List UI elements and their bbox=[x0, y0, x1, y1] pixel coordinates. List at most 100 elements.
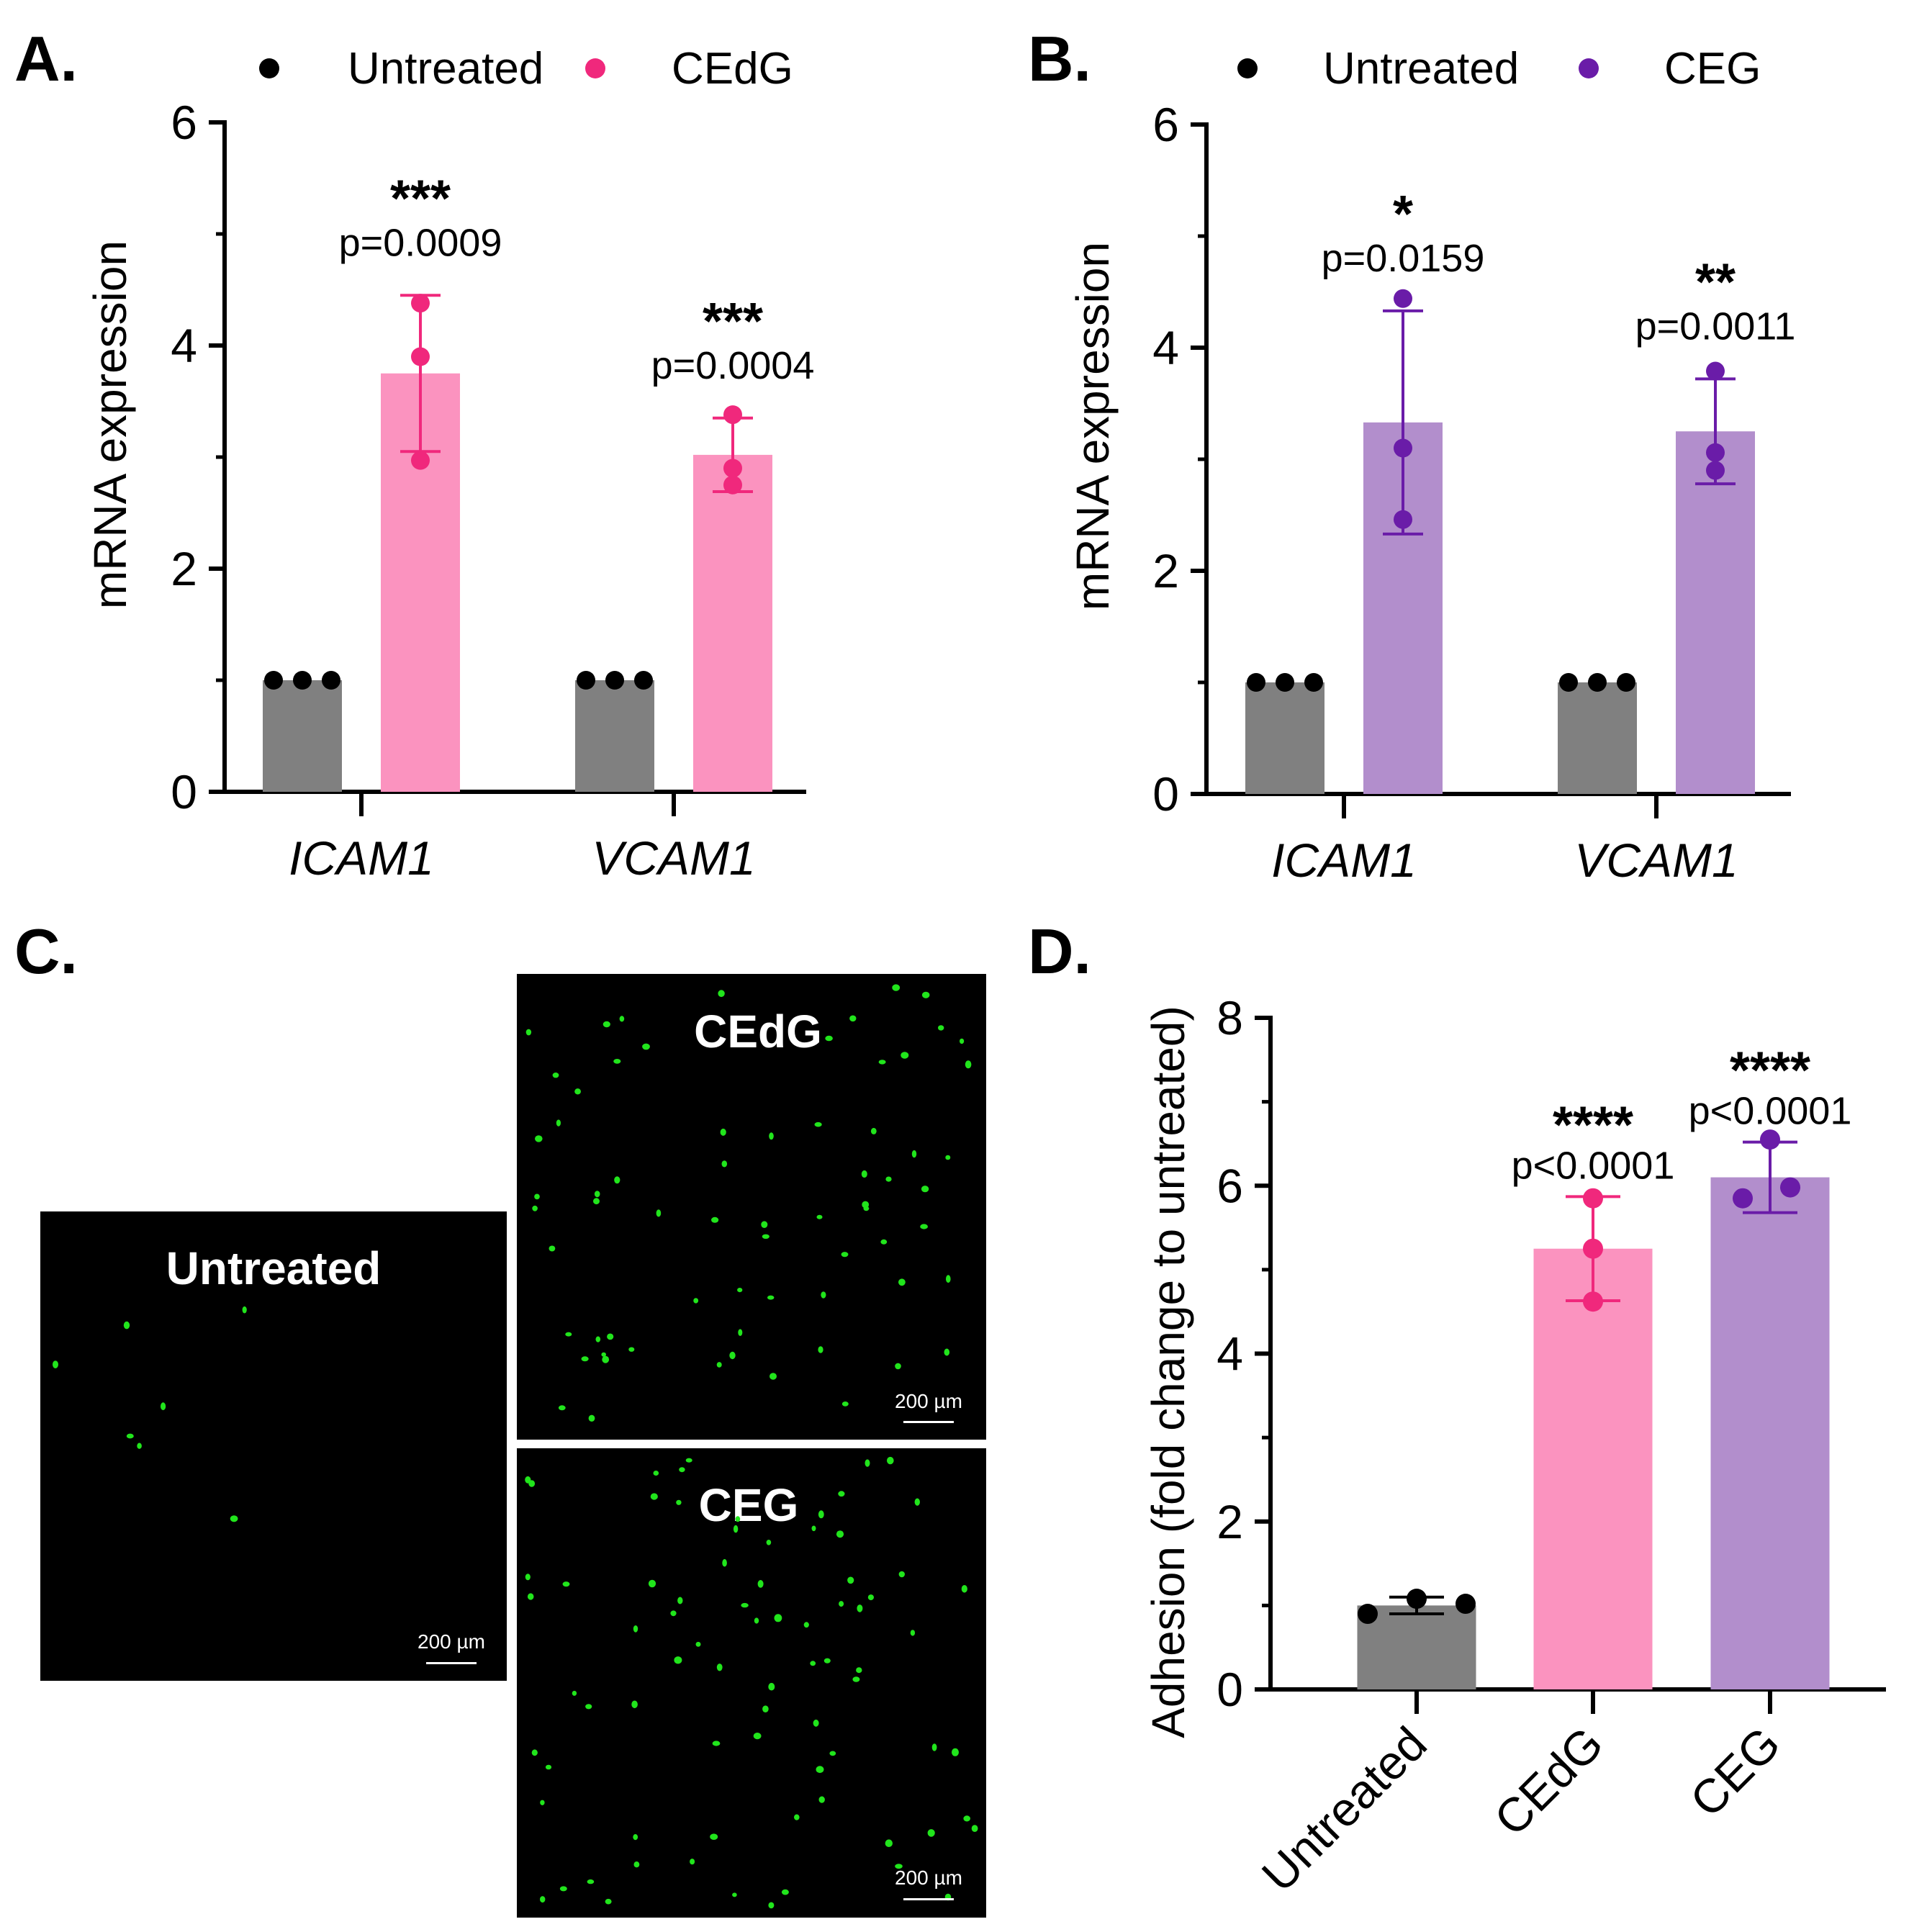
micrograph-ceg-cell bbox=[650, 1493, 658, 1500]
micrograph-cedg-cell bbox=[862, 1201, 870, 1209]
micrograph-ceg-cell bbox=[741, 1602, 749, 1608]
panel-b-data-point bbox=[1706, 443, 1725, 462]
panel-d-label: D. bbox=[1028, 916, 1091, 987]
legend-a-untreated-marker bbox=[259, 58, 279, 78]
panel-d-y-tick-label: 4 bbox=[1217, 1327, 1243, 1381]
micrograph-cedg-cell bbox=[549, 1245, 556, 1252]
micrograph-ceg-cell bbox=[910, 1630, 916, 1636]
micrograph-cedg-cell bbox=[552, 1073, 559, 1078]
micrograph-ceg-cell bbox=[527, 1593, 534, 1600]
micrograph-ceg-cell bbox=[753, 1733, 762, 1740]
micrograph-ceg-cell bbox=[631, 1700, 638, 1709]
micrograph-untreated-title: Untreated bbox=[166, 1242, 382, 1294]
micrograph-ceg-cell bbox=[757, 1580, 764, 1588]
micrograph-ceg-cell bbox=[952, 1748, 959, 1756]
panel-a-p-value: p=0.0004 bbox=[651, 344, 815, 387]
micrograph-ceg-cell bbox=[895, 1864, 903, 1869]
legend-b-untreated-label: Untreated bbox=[1323, 44, 1519, 94]
micrograph-ceg-cell bbox=[679, 1467, 685, 1473]
micrograph-ceg-cell bbox=[885, 1839, 893, 1847]
panel-d-p-value: p<0.0001 bbox=[1689, 1090, 1852, 1133]
panel-a-data-point bbox=[293, 671, 312, 690]
panel-b-y-tick-label: 6 bbox=[1152, 98, 1179, 151]
micrograph-cedg-cell bbox=[818, 1346, 823, 1353]
micrograph-untreated-cell bbox=[161, 1402, 166, 1411]
micrograph-cedg-cell bbox=[581, 1356, 589, 1362]
panel-d-bar-cedg bbox=[1533, 1248, 1653, 1689]
micrograph-ceg-cell bbox=[562, 1581, 570, 1587]
micrograph-ceg-cell bbox=[716, 1664, 723, 1671]
micrograph-ceg-cell bbox=[810, 1661, 816, 1666]
micrograph-cedg-cell bbox=[920, 1224, 928, 1229]
micrograph-ceg-cell bbox=[525, 1476, 531, 1484]
panel-d-data-point bbox=[1583, 1188, 1603, 1209]
micrograph-untreated-scale-label: 200 µm bbox=[418, 1630, 485, 1653]
micrograph-cedg-cell bbox=[607, 1333, 614, 1340]
panel-a-data-point bbox=[411, 294, 430, 313]
panel-a-y-tick-label: 2 bbox=[171, 542, 197, 595]
micrograph-ceg-cell bbox=[733, 1525, 739, 1533]
micrograph-cedg-cell bbox=[911, 1150, 917, 1158]
micrograph-ceg-cell bbox=[811, 1525, 816, 1532]
panel-d-y-tick-label: 0 bbox=[1217, 1663, 1243, 1716]
micrograph-ceg-cell bbox=[670, 1610, 677, 1617]
micrograph-untreated-cell bbox=[230, 1515, 238, 1522]
micrograph-ceg-cell bbox=[847, 1576, 854, 1584]
micrograph-ceg-cell bbox=[914, 1498, 921, 1506]
panel-a-data-point bbox=[634, 671, 653, 690]
micrograph-cedg-cell bbox=[841, 1401, 849, 1407]
panel-b-y-tick-label: 0 bbox=[1152, 767, 1179, 821]
micrograph-cedg-cell bbox=[892, 984, 901, 991]
micrograph-cedg-cell bbox=[718, 990, 725, 998]
panel-b-data-point bbox=[1394, 510, 1412, 529]
panel-a-y-tick-label: 6 bbox=[171, 96, 197, 149]
micrograph-cedg-cell bbox=[603, 1021, 610, 1028]
micrograph-cedg-cell bbox=[901, 1052, 909, 1059]
micrograph-ceg-cell bbox=[887, 1456, 894, 1465]
panel-d-data-point bbox=[1358, 1604, 1378, 1625]
micrograph-ceg-cell bbox=[838, 1491, 845, 1497]
legend-b-untreated-marker bbox=[1237, 58, 1258, 78]
micrograph-ceg-scale-bar bbox=[903, 1898, 954, 1900]
micrograph-cedg-scale-label: 200 µm bbox=[895, 1390, 962, 1412]
panel-a-data-point bbox=[577, 671, 595, 690]
micrograph-cedg-cell bbox=[711, 1216, 719, 1223]
micrograph-ceg-cell bbox=[856, 1667, 862, 1674]
micrograph-cedg-cell bbox=[532, 1205, 538, 1211]
micrograph-ceg-cell bbox=[525, 1574, 531, 1581]
panel-b-x-label-vcam1: VCAM1 bbox=[1574, 834, 1738, 887]
micrograph-ceg-cell bbox=[898, 1571, 906, 1578]
panel-d-ylabel: Adhesion (fold change to untreated) bbox=[1142, 1006, 1194, 1738]
panel-b-data-point bbox=[1394, 289, 1412, 308]
micrograph-cedg-cell bbox=[588, 1414, 595, 1422]
micrograph-cedg-cell bbox=[878, 1060, 886, 1065]
panel-b-label: B. bbox=[1028, 23, 1091, 94]
legend-a-untreated-label: Untreated bbox=[348, 44, 543, 94]
panel-b-data-point bbox=[1706, 361, 1725, 381]
panel-b-data-point bbox=[1559, 673, 1578, 692]
micrograph-cedg-cell bbox=[737, 1288, 743, 1293]
micrograph-cedg-cell bbox=[816, 1214, 823, 1219]
panel-a-x-label-icam1: ICAM1 bbox=[289, 831, 434, 885]
panel-a-data-point bbox=[605, 671, 624, 690]
micrograph-untreated-cell bbox=[123, 1321, 130, 1330]
panel-b-data-point bbox=[1394, 438, 1412, 458]
micrograph-ceg-cell bbox=[803, 1622, 809, 1628]
panel-d-x-label-ceg: CEG bbox=[1679, 1717, 1790, 1827]
panel-a-bar-untreated-icam1 bbox=[263, 680, 342, 792]
micrograph-untreated-cell bbox=[53, 1360, 58, 1368]
micrograph-ceg-cell bbox=[559, 1886, 567, 1892]
panel-b-x-label-icam1: ICAM1 bbox=[1271, 834, 1417, 887]
panel-d-x-label-untreated: Untreated bbox=[1252, 1717, 1437, 1902]
micrograph-cedg-cell bbox=[945, 1155, 951, 1160]
panel-a-significance-stars: *** bbox=[390, 170, 451, 227]
panel-a-data-point bbox=[411, 451, 430, 470]
panel-d-significance-stars: **** bbox=[1730, 1042, 1810, 1100]
micrograph-ceg-cell bbox=[774, 1614, 782, 1622]
micrograph-ceg-cell bbox=[712, 1741, 721, 1746]
micrograph-ceg-cell bbox=[587, 1879, 595, 1884]
panel-d-data-point bbox=[1780, 1177, 1800, 1198]
micrograph-untreated-cells bbox=[53, 1306, 247, 1522]
panel-d-y-tick-label: 8 bbox=[1217, 991, 1243, 1044]
panel-b-bar-untreated-vcam1 bbox=[1558, 682, 1637, 794]
